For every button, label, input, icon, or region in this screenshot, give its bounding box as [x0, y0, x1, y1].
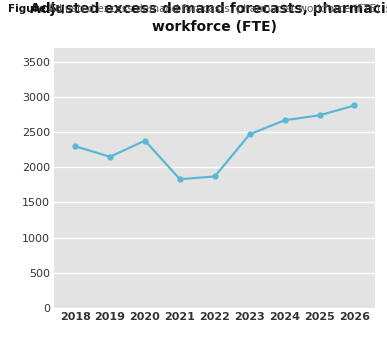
Text: Adjusted excess demand forecasts, pharmacist workforce (FTE): Adjusted excess demand forecasts, pharma…: [45, 4, 380, 14]
Title: Adjusted excess demand forecasts, pharmacist
workforce (FTE): Adjusted excess demand forecasts, pharma…: [29, 2, 387, 34]
Text: Figure 5:: Figure 5:: [8, 4, 61, 14]
